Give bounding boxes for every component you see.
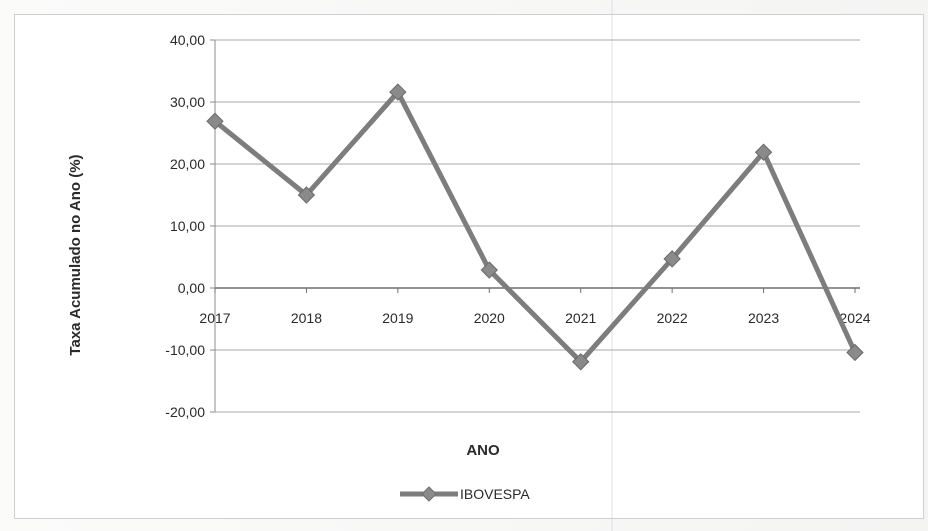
- y-axis-title: Taxa Acumulado no Ano (%): [67, 154, 84, 355]
- y-tick-label: 30,00: [170, 94, 205, 110]
- data-point: [572, 353, 590, 371]
- legend-marker: [421, 486, 437, 502]
- gridlines: [215, 39, 860, 413]
- x-tick-label: 2023: [748, 310, 779, 326]
- x-tick-label: 2019: [382, 310, 413, 326]
- x-tick-label: 2022: [657, 310, 688, 326]
- x-tick-label: 2024: [839, 310, 870, 326]
- legend: IBOVESPA: [400, 486, 530, 502]
- axes: [210, 39, 860, 413]
- legend-label-ibovespa: IBOVESPA: [460, 486, 530, 502]
- y-tick-label: 20,00: [170, 156, 205, 172]
- series: [212, 89, 858, 365]
- data-point: [663, 250, 681, 268]
- x-tick-label: 2020: [474, 310, 505, 326]
- x-tick-label: 2018: [291, 310, 322, 326]
- y-tick-label: 40,00: [170, 32, 205, 48]
- data-point: [846, 343, 864, 362]
- data-point: [297, 186, 316, 204]
- paper-crease: [611, 0, 613, 531]
- y-tick-label: -10,00: [165, 342, 205, 358]
- x-tick-label: 2021: [565, 310, 596, 326]
- y-tick-labels: 40,00 30,00 20,00 10,00 0,00 -10,00 -20,00: [165, 32, 205, 420]
- x-tick-label: 2017: [199, 310, 230, 326]
- data-point: [754, 143, 773, 161]
- markers: [206, 83, 864, 371]
- y-tick-label: 10,00: [170, 218, 205, 234]
- y-tick-label: 0,00: [178, 280, 205, 296]
- chart-frame: [14, 14, 924, 519]
- data-point: [480, 261, 498, 279]
- data-point: [206, 112, 224, 130]
- series-line-ibovespa: [212, 89, 858, 365]
- y-tick-label: -20,00: [165, 404, 205, 420]
- x-tick-labels: 2017 2018 2019 2020 2021 2022 2023 2024: [199, 310, 870, 326]
- data-point: [389, 83, 407, 101]
- x-axis-title: ANO: [466, 442, 500, 459]
